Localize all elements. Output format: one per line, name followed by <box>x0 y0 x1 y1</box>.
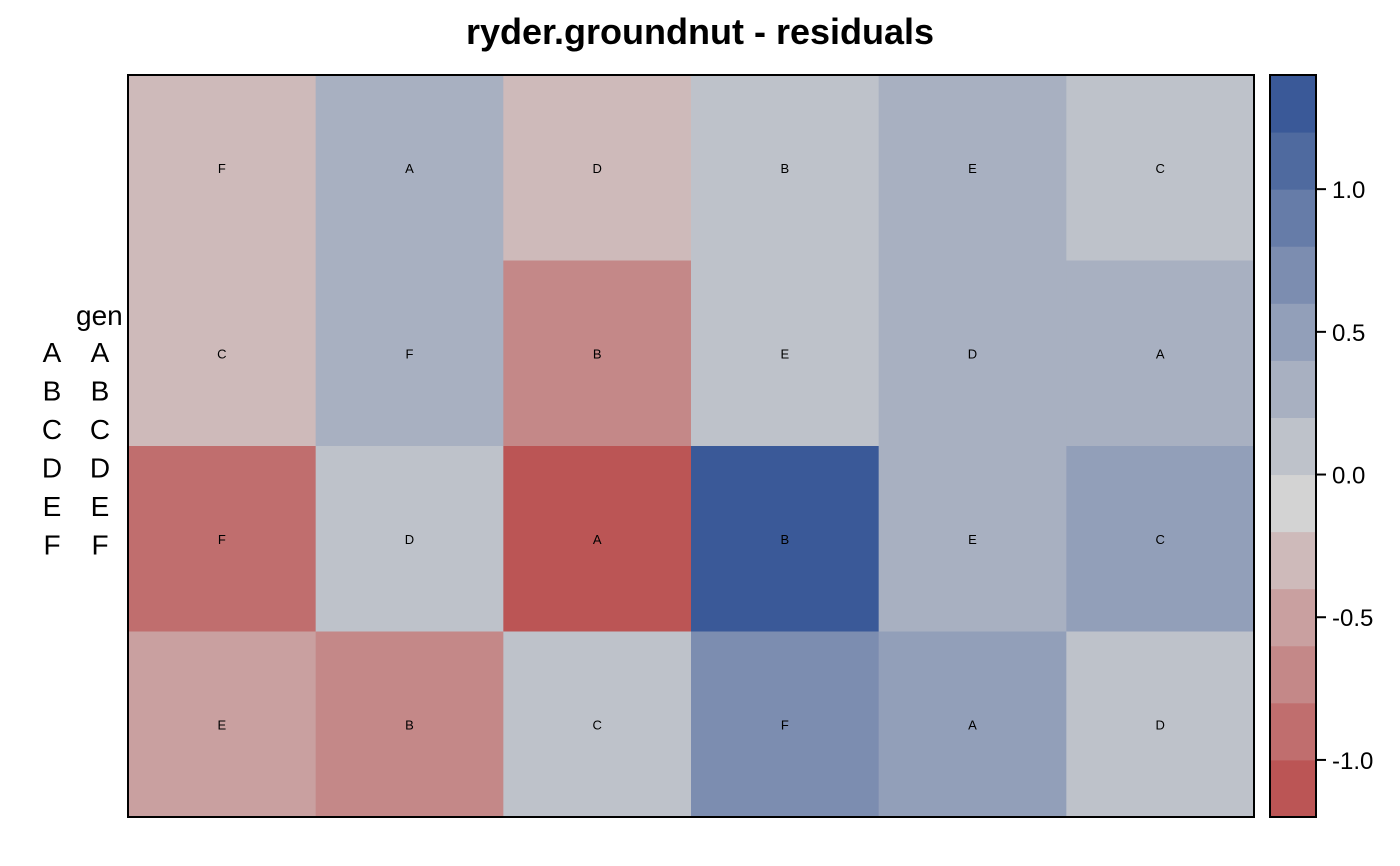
color-scale-segment <box>1270 246 1316 304</box>
color-scale-segment <box>1270 645 1316 704</box>
legend-label: B <box>91 376 110 407</box>
plot-border <box>127 74 1255 818</box>
heatmap-cell <box>691 631 880 818</box>
heatmap-cell <box>128 75 317 261</box>
cell-label: E <box>968 532 977 547</box>
color-scale-bar: -1.0 -0.5 0.0 0.5 1.0 <box>1269 74 1373 818</box>
color-scale-tick-label: 1.0 <box>1332 177 1365 204</box>
cell-label: C <box>1155 161 1164 176</box>
heatmap-cell <box>878 75 1067 261</box>
cell-label: A <box>593 532 602 547</box>
legend-key: A <box>43 337 62 368</box>
color-scale-segment <box>1270 75 1316 133</box>
heatmap-cell <box>128 631 317 818</box>
color-scale-tick-label: -1.0 <box>1332 748 1373 775</box>
legend-label: A <box>91 337 110 368</box>
cell-label: D <box>1155 717 1164 732</box>
heatmap-cell <box>1066 260 1255 447</box>
color-scale-segment <box>1270 132 1316 190</box>
heatmap-cell <box>878 260 1067 447</box>
legend-key: E <box>43 491 62 522</box>
cell-label: E <box>217 717 226 732</box>
legend-label: D <box>90 453 110 484</box>
legend-label: E <box>91 491 110 522</box>
color-scale-tick-label: -0.5 <box>1332 605 1373 632</box>
cell-label: A <box>405 161 414 176</box>
cell-label: F <box>218 161 226 176</box>
cell-label: B <box>780 161 789 176</box>
legend-label: C <box>90 414 110 445</box>
cell-label: A <box>1156 346 1165 361</box>
color-scale-segment <box>1270 531 1316 590</box>
legend-title: gen <box>76 300 123 331</box>
heatmap-cell <box>315 631 504 818</box>
legend-key: D <box>42 453 62 484</box>
heatmap-cell <box>1066 75 1255 261</box>
heatmap-cell <box>503 75 692 261</box>
color-scale-segment <box>1270 189 1316 247</box>
legend-label: F <box>91 530 108 561</box>
heatmap-cell <box>878 446 1067 632</box>
heatmap-cell <box>691 75 880 261</box>
legend-key: B <box>43 376 62 407</box>
cell-label: F <box>218 532 226 547</box>
color-scale-tick-label: 0.5 <box>1332 320 1365 347</box>
heatmap-cell <box>1066 446 1255 632</box>
color-scale-segment <box>1270 759 1316 818</box>
color-scale-segment <box>1270 360 1316 418</box>
legend-key: C <box>42 414 62 445</box>
heatmap-cell <box>128 260 317 447</box>
cell-label: E <box>968 161 977 176</box>
color-scale-segment <box>1270 474 1316 533</box>
heatmap-cell <box>691 260 880 447</box>
color-scale-segment <box>1270 702 1316 761</box>
color-scale-border <box>1269 74 1317 818</box>
color-scale-tick-label: 0.0 <box>1332 463 1365 490</box>
cell-label: F <box>781 717 789 732</box>
heatmap-cell <box>503 446 692 632</box>
heatmap-cell <box>878 631 1067 818</box>
cell-label: D <box>592 161 601 176</box>
cell-label: A <box>968 717 977 732</box>
cell-label: C <box>217 346 226 361</box>
chart-title: ryder.groundnut - residuals <box>466 11 934 52</box>
cell-label: B <box>780 532 789 547</box>
cell-label: F <box>406 346 414 361</box>
cell-label: C <box>592 717 601 732</box>
heatmap-cell <box>315 260 504 447</box>
cell-label: C <box>1155 532 1164 547</box>
cell-label: D <box>968 346 977 361</box>
legend-key: F <box>43 530 60 561</box>
heatmap-cells: F A D B E C C F B E D A F D A B E C E B C F A D <box>128 75 1255 818</box>
heatmap-cell <box>503 631 692 818</box>
color-scale-segment <box>1270 417 1316 476</box>
cell-label: B <box>405 717 414 732</box>
gen-legend: gen A AB BC CD DE EF F <box>42 300 123 561</box>
heatmap-cell <box>503 260 692 447</box>
color-scale-segment <box>1270 588 1316 647</box>
cell-label: E <box>780 346 789 361</box>
heatmap-cell <box>315 446 504 632</box>
heatmap-cell <box>691 446 880 632</box>
heatmap-cell <box>1066 631 1255 818</box>
heatmap-cell <box>315 75 504 261</box>
heatmap-cell <box>128 446 317 632</box>
cell-label: B <box>593 346 602 361</box>
cell-label: D <box>405 532 414 547</box>
color-scale-segment <box>1270 303 1316 361</box>
